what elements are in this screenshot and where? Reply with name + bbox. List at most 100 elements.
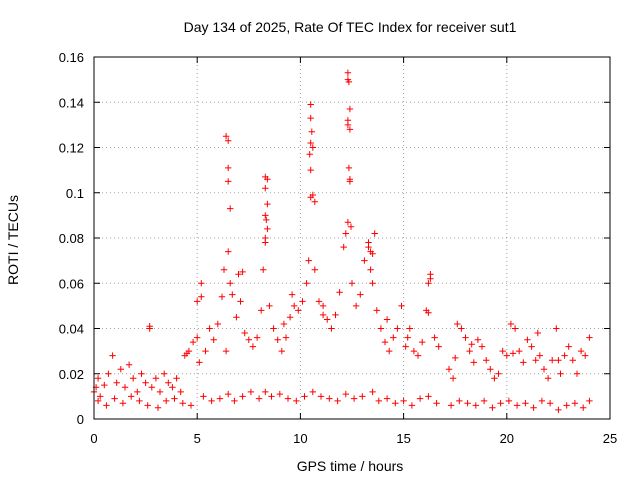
data-point	[308, 128, 315, 135]
y-tick-label: 0.14	[59, 95, 84, 110]
data-point	[497, 400, 504, 407]
data-point	[466, 347, 473, 355]
grid	[94, 57, 610, 419]
data-point	[580, 404, 587, 411]
data-point	[198, 280, 205, 287]
data-point	[390, 334, 397, 341]
data-point	[262, 388, 269, 396]
chart-title: Day 134 of 2025, Rate Of TEC Index for r…	[184, 19, 517, 35]
x-tick-label: 10	[293, 431, 307, 446]
data-point	[307, 114, 314, 122]
data-point	[377, 325, 385, 332]
data-point	[117, 366, 124, 373]
data-point	[326, 395, 333, 402]
data-point	[136, 397, 143, 405]
data-point	[365, 243, 372, 251]
data-point	[565, 343, 572, 350]
data-point	[342, 390, 349, 398]
data-point	[154, 404, 162, 411]
data-point	[534, 329, 541, 337]
data-point	[342, 230, 349, 237]
data-point	[561, 352, 568, 359]
data-point	[311, 266, 318, 273]
data-point	[109, 352, 116, 359]
data-point	[499, 347, 506, 355]
data-point	[402, 343, 409, 350]
y-tick-label: 0.06	[59, 276, 84, 291]
data-point	[555, 357, 562, 364]
data-point	[400, 397, 407, 405]
data-point	[278, 347, 285, 355]
data-point	[295, 307, 302, 314]
data-point	[144, 402, 151, 409]
data-point	[540, 366, 548, 373]
data-point	[347, 223, 355, 230]
data-point	[218, 293, 226, 300]
data-point	[208, 397, 215, 405]
data-point	[361, 257, 368, 264]
data-point	[307, 101, 314, 108]
data-point	[487, 366, 494, 373]
data-point	[179, 400, 186, 407]
data-point	[458, 325, 465, 332]
y-tick-label: 0.08	[59, 231, 84, 246]
data-point	[427, 275, 434, 282]
data-point	[274, 336, 281, 343]
data-point	[233, 314, 240, 321]
data-point	[113, 379, 120, 386]
data-point	[445, 366, 453, 373]
data-point	[286, 314, 294, 321]
data-point	[222, 133, 230, 140]
data-point	[196, 359, 203, 366]
y-tick-label: 0.1	[66, 186, 84, 201]
data-point	[288, 291, 296, 298]
data-point	[194, 334, 201, 341]
data-point	[94, 397, 102, 405]
y-axis-label: ROTI / TECUs	[5, 195, 21, 285]
data-point	[293, 397, 300, 405]
data-point	[214, 320, 221, 328]
data-point	[247, 388, 255, 396]
data-point	[161, 370, 168, 377]
data-point	[183, 350, 191, 357]
data-point	[187, 402, 195, 409]
data-point	[97, 393, 104, 400]
data-point	[146, 325, 153, 332]
data-point	[264, 200, 271, 208]
data-point	[210, 336, 217, 343]
data-point	[516, 347, 523, 355]
data-point	[319, 302, 327, 310]
data-point	[452, 354, 459, 362]
x-tick-label: 5	[194, 431, 201, 446]
data-point	[546, 400, 554, 407]
data-point	[456, 397, 463, 405]
data-point	[245, 336, 252, 343]
data-point	[225, 164, 232, 172]
data-point	[346, 178, 354, 185]
data-point	[352, 302, 360, 310]
data-point	[268, 393, 275, 400]
data-point	[544, 375, 552, 382]
data-point	[309, 191, 316, 199]
data-point	[303, 280, 310, 287]
data-point	[262, 239, 269, 246]
data-point	[371, 230, 378, 237]
data-point	[538, 397, 546, 405]
data-point	[557, 370, 564, 377]
data-point	[134, 388, 141, 396]
data-point	[357, 291, 364, 298]
data-point	[577, 347, 585, 355]
y-tick-label: 0.02	[59, 367, 84, 382]
data-point	[367, 266, 374, 273]
data-point	[530, 404, 537, 411]
data-point	[571, 400, 579, 407]
data-point	[152, 375, 160, 382]
data-point	[334, 397, 341, 405]
data-point	[340, 243, 347, 251]
data-point	[306, 151, 313, 158]
data-point	[345, 78, 353, 86]
data-point	[416, 395, 424, 402]
data-point	[345, 164, 353, 172]
data-point	[299, 298, 306, 305]
